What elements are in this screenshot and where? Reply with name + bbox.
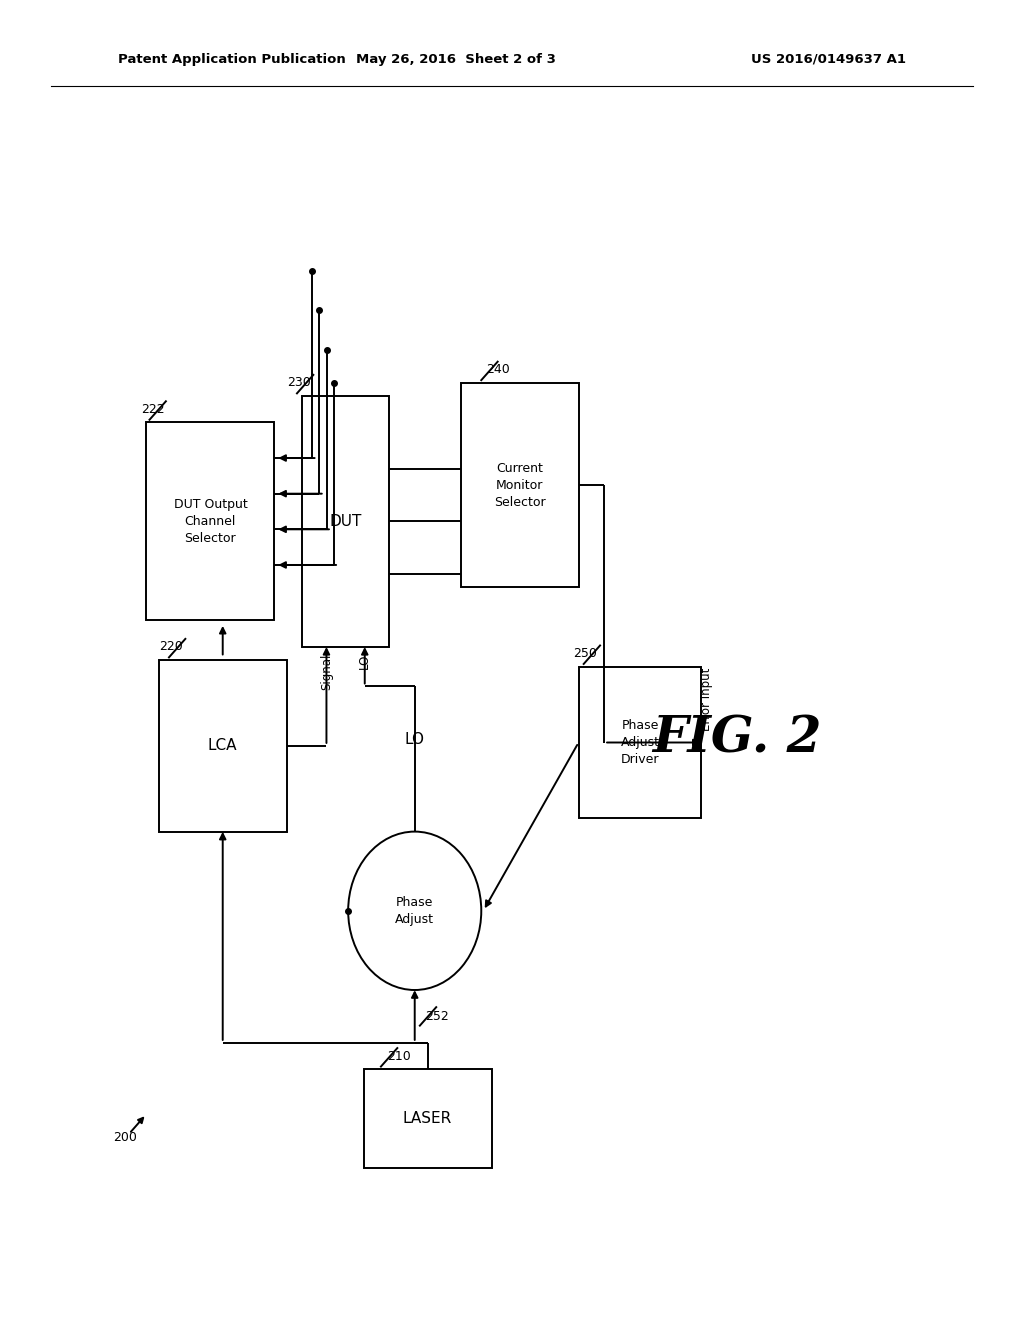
Bar [146, 422, 274, 620]
Text: FIG. 2: FIG. 2 [652, 714, 822, 764]
Text: 250: 250 [573, 647, 597, 660]
Text: May 26, 2016  Sheet 2 of 3: May 26, 2016 Sheet 2 of 3 [355, 53, 556, 66]
Text: LO: LO [404, 731, 425, 747]
Text: Patent Application Publication: Patent Application Publication [118, 53, 345, 66]
Text: 220: 220 [159, 640, 182, 653]
Text: LO: LO [358, 653, 372, 669]
Text: LASER: LASER [402, 1111, 453, 1126]
Text: 200: 200 [113, 1131, 136, 1144]
Bar [579, 667, 701, 818]
Bar [461, 383, 579, 587]
Text: Phase
Adjust: Phase Adjust [395, 896, 434, 925]
Ellipse shape [348, 832, 481, 990]
Text: 240: 240 [486, 363, 510, 376]
Text: DUT: DUT [330, 513, 361, 529]
Text: 252: 252 [425, 1010, 449, 1023]
Text: Signal: Signal [319, 653, 333, 690]
Text: Error Input: Error Input [700, 668, 713, 731]
Text: LCA: LCA [208, 738, 238, 754]
Text: 222: 222 [141, 403, 165, 416]
Bar [159, 660, 287, 832]
Text: DUT Output
Channel
Selector: DUT Output Channel Selector [173, 498, 248, 545]
Text: US 2016/0149637 A1: US 2016/0149637 A1 [752, 53, 906, 66]
Text: 210: 210 [387, 1049, 411, 1063]
Bar [302, 396, 389, 647]
Text: 230: 230 [287, 376, 310, 389]
Text: Current
Monitor
Selector: Current Monitor Selector [494, 462, 546, 508]
Text: Phase
Adjust
Driver: Phase Adjust Driver [621, 719, 659, 766]
Bar [364, 1069, 492, 1168]
